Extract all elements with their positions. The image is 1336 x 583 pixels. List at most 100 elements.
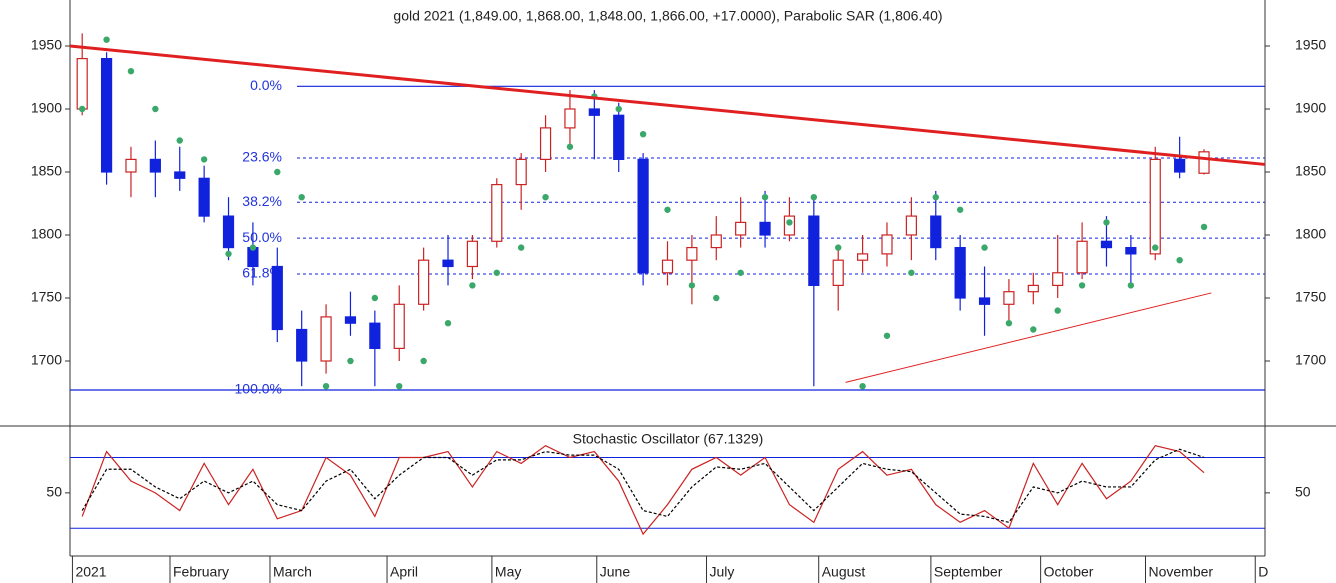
sar-dot bbox=[1030, 326, 1037, 333]
y-tick-label: 50 bbox=[46, 484, 62, 500]
sar-dot bbox=[103, 36, 110, 43]
candle-body bbox=[393, 303, 405, 349]
sar-dot bbox=[420, 357, 427, 365]
sar-dot bbox=[298, 193, 305, 201]
sar-dot bbox=[737, 269, 744, 276]
stochastic-line bbox=[81, 444, 1205, 536]
sar-dot bbox=[1078, 282, 1086, 289]
sar-dot bbox=[444, 319, 452, 327]
candle-body bbox=[1100, 240, 1113, 249]
candle-body bbox=[564, 108, 576, 129]
candle-body bbox=[686, 246, 698, 261]
trendline bbox=[845, 292, 1212, 383]
x-tick-label: October bbox=[1044, 564, 1094, 580]
sar-dot bbox=[1176, 256, 1183, 264]
sar-dot bbox=[127, 67, 135, 75]
y-tick-label-right: 1750 bbox=[1295, 289, 1326, 305]
y-tick-label-right: 50 bbox=[1295, 484, 1311, 500]
sar-dot bbox=[78, 105, 86, 113]
oscillator-title: Stochastic Oscillator (67.1329) bbox=[573, 431, 764, 447]
x-tick-label: March bbox=[273, 564, 312, 580]
sar-dot bbox=[883, 332, 891, 339]
sar-dot bbox=[347, 357, 354, 365]
sar-dot bbox=[152, 105, 159, 113]
candle-body bbox=[759, 221, 771, 236]
sar-dot bbox=[566, 143, 574, 150]
x-tick-label: November bbox=[1149, 564, 1214, 580]
x-tick-label: September bbox=[934, 564, 1003, 580]
sar-dot bbox=[249, 244, 257, 251]
candle-body bbox=[930, 215, 942, 249]
sar-dot bbox=[1152, 244, 1159, 251]
candle-body bbox=[710, 234, 722, 249]
candle-body bbox=[1198, 151, 1210, 174]
y-tick-label-right: 1800 bbox=[1295, 226, 1326, 242]
candle-body bbox=[978, 297, 991, 305]
candle-body bbox=[369, 322, 381, 349]
candle-body bbox=[442, 259, 454, 268]
sar-dot bbox=[493, 269, 500, 276]
sar-dot bbox=[956, 206, 964, 213]
candle-body bbox=[198, 177, 210, 217]
candle-body bbox=[588, 108, 600, 116]
candle-body bbox=[954, 246, 966, 299]
y-tick-label-right: 1700 bbox=[1295, 352, 1326, 368]
sar-dot bbox=[469, 282, 476, 289]
candle-body bbox=[174, 171, 186, 179]
y-tick-label: 1850 bbox=[31, 163, 62, 179]
x-tick-label: July bbox=[710, 564, 735, 580]
sar-dot bbox=[713, 294, 720, 302]
candle-body bbox=[76, 57, 88, 110]
x-tick-label: April bbox=[390, 564, 418, 580]
candle-body bbox=[1027, 284, 1039, 293]
candle-body bbox=[661, 259, 674, 274]
sar-dot bbox=[176, 137, 183, 144]
candle-body bbox=[735, 221, 747, 236]
fib-label: 0.0% bbox=[250, 77, 282, 93]
candle-body bbox=[1052, 272, 1064, 286]
sar-dot bbox=[835, 244, 842, 251]
fib-label: 23.6% bbox=[242, 149, 282, 165]
y-tick-label: 1950 bbox=[31, 37, 62, 53]
sar-dot bbox=[859, 382, 866, 390]
candle-body bbox=[1125, 246, 1137, 255]
sar-dot bbox=[322, 382, 330, 390]
stochastic-line bbox=[81, 448, 1205, 524]
candle-body bbox=[466, 240, 478, 268]
y-tick-label: 1750 bbox=[31, 289, 62, 305]
x-tick-label: May bbox=[495, 564, 521, 580]
candle-body bbox=[491, 183, 503, 242]
candle-body bbox=[1076, 240, 1088, 274]
trendline bbox=[69, 44, 1266, 166]
sar-dot bbox=[371, 294, 379, 302]
y-tick-label: 1800 bbox=[31, 226, 62, 242]
sar-dot bbox=[932, 193, 939, 201]
sar-dot bbox=[615, 105, 622, 113]
sar-dot bbox=[786, 219, 793, 226]
sar-dot bbox=[981, 244, 988, 251]
sar-dot bbox=[396, 382, 403, 390]
x-tick-label: 2021 bbox=[75, 564, 106, 580]
candle-body bbox=[100, 57, 113, 173]
sar-dot bbox=[810, 193, 818, 201]
y-tick-label-right: 1900 bbox=[1295, 100, 1326, 116]
candle-body bbox=[515, 158, 527, 186]
y-tick-label-right: 1850 bbox=[1295, 163, 1326, 179]
candle-body bbox=[539, 127, 552, 160]
chart-title: gold 2021 (1,849.00, 1,868.00, 1,848.00,… bbox=[393, 8, 942, 24]
fib-label: 100.0% bbox=[235, 381, 282, 397]
candle-body bbox=[418, 259, 430, 305]
x-tick-label: D bbox=[1258, 564, 1268, 580]
sar-dot bbox=[688, 282, 696, 289]
candle-body bbox=[320, 316, 332, 362]
y-tick-label: 1700 bbox=[31, 352, 62, 368]
candle-body bbox=[1149, 158, 1161, 255]
sar-dot bbox=[200, 156, 208, 163]
candle-body bbox=[125, 158, 137, 173]
sar-dot bbox=[1200, 223, 1208, 231]
candle-body bbox=[881, 234, 893, 255]
candle-body bbox=[1003, 291, 1015, 305]
sar-dot bbox=[274, 168, 281, 176]
